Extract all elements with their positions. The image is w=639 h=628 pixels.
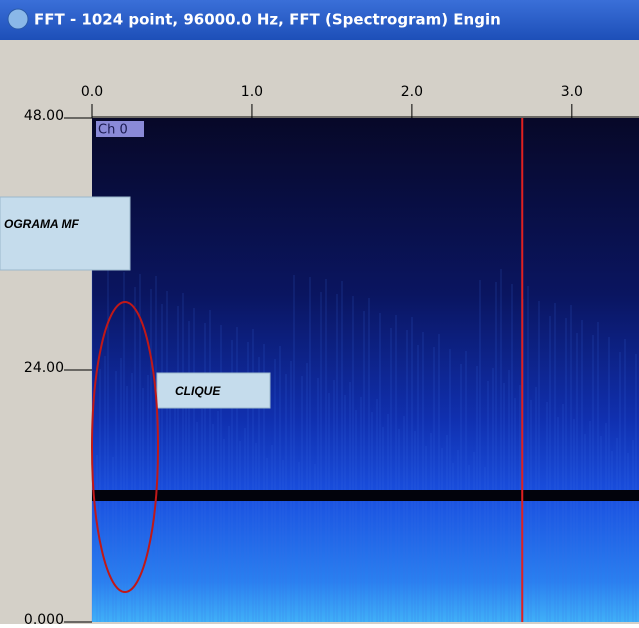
spectrogram-image [92, 118, 639, 622]
annotation-box [156, 372, 271, 409]
app-icon[interactable] [7, 8, 29, 30]
y-tick-label: 24.00 [24, 360, 64, 376]
x-tick-label: 2.0 [401, 84, 423, 100]
x-tick-label: 1.0 [241, 84, 263, 100]
highlight-ellipse [91, 301, 159, 593]
noise-band [92, 490, 639, 501]
annotation: CLIQUE [175, 384, 221, 398]
x-tick-label: 0.0 [81, 84, 103, 100]
annotation-box [0, 196, 131, 271]
channel-label: Ch 0 [98, 123, 128, 138]
window-title: FFT - 1024 point, 96000.0 Hz, FFT (Spect… [34, 11, 501, 29]
channel-label-box [96, 121, 144, 137]
plot: Ch 0 0.0 1.0 2.0 3.0 0.000 24.00 48.00 [24, 84, 639, 628]
title-bar [0, 0, 639, 40]
annotation: OGRAMA MF [4, 217, 80, 231]
y-tick-label: 0.000 [24, 612, 64, 624]
x-tick-label: 3.0 [561, 84, 583, 100]
y-tick-label: 48.00 [24, 108, 64, 124]
